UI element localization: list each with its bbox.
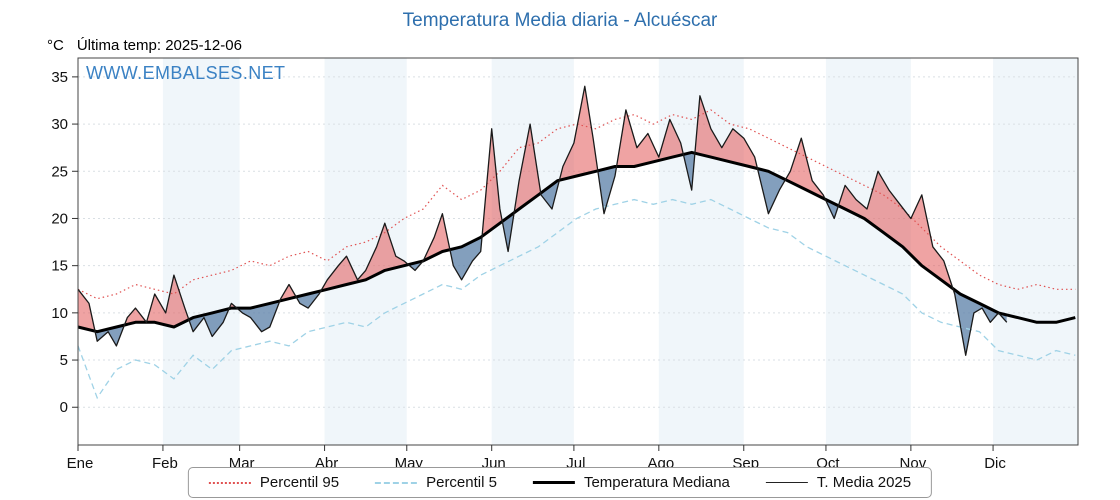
y-tick-label: 30 [51,116,68,133]
y-tick-label: 0 [60,399,68,416]
page-title: Temperatura Media diaria - Alcuéscar [402,10,718,31]
media2025-line [77,85,1008,356]
legend-label: Percentil 5 [426,474,497,491]
unit-label: °C [47,37,64,54]
y-tick-label: 10 [51,305,68,322]
y-tick-label: 20 [51,210,68,227]
x-tick-label: Dic [984,455,1006,472]
mediana-line [77,150,1076,334]
chart-legend: Percentil 95 Percentil 5 Temperatura Med… [187,467,933,498]
last-temp-label: Última temp: 2025-12-06 [76,37,242,54]
y-tick-label: 35 [51,69,68,86]
legend-item-mediana: Temperatura Mediana [532,474,730,491]
legend-label: Percentil 95 [259,474,340,491]
plot-frame [77,57,1079,446]
watermark: WWW.EMBALSES.NET [86,63,286,83]
chart-meta: °C Última temp: 2025-12-06 [47,37,242,54]
legend-label: Temperatura Mediana [583,474,730,491]
media2025-line-icon [765,482,808,483]
legend-item-percentil5: Percentil 5 [375,474,497,491]
legend-item-media2025: T. Media 2025 [765,474,912,491]
x-tick-label: Feb [152,455,178,472]
percentil5-line-icon [375,481,418,484]
percentil95-line-icon [208,481,251,484]
y-tick-label: 25 [51,163,68,180]
y-tick-label: 5 [60,352,68,369]
percentil5-line [77,198,1076,400]
legend-label: T. Media 2025 [816,474,912,491]
x-tick-label: Ene [67,455,94,472]
y-tick-label: 15 [51,258,68,275]
month-bands [162,58,1078,445]
legend-item-percentil95: Percentil 95 [208,474,340,491]
mediana-line-icon [532,481,575,484]
